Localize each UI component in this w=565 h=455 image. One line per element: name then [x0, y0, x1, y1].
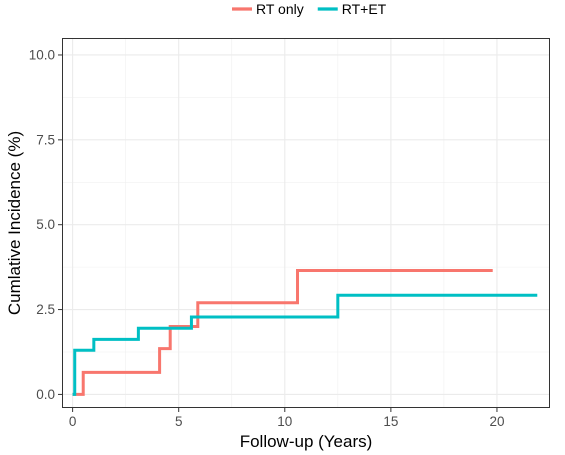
- grid: [62, 38, 550, 408]
- y-axis-title: Cumlative Incidence (%): [5, 131, 24, 315]
- x-tick-label: 10: [277, 414, 292, 429]
- plot-border: [62, 38, 550, 408]
- legend-label-1: RT only: [256, 1, 304, 17]
- x-tick-label: 0: [69, 414, 77, 429]
- axis-ticks: 0 5 10 15 20 0.0 2.5 5.0 7.5 10.0: [29, 47, 505, 429]
- y-tick-label: 7.5: [36, 132, 55, 147]
- x-tick-label: 15: [383, 414, 398, 429]
- y-tick-label: 5.0: [36, 217, 55, 232]
- series-line-2: [72, 293, 538, 396]
- series-layer: [72, 269, 538, 396]
- x-tick-label: 20: [489, 414, 504, 429]
- x-axis-title: Follow-up (Years): [240, 432, 373, 451]
- legend-label-2: RT+ET: [342, 1, 387, 17]
- legend: RT only RT+ET: [232, 1, 387, 17]
- y-tick-label: 10.0: [29, 47, 55, 62]
- series-line-1: [72, 269, 493, 396]
- y-tick-label: 0.0: [36, 387, 55, 402]
- plot-panel: [62, 38, 550, 408]
- y-tick-label: 2.5: [36, 302, 55, 317]
- x-tick-label: 5: [175, 414, 183, 429]
